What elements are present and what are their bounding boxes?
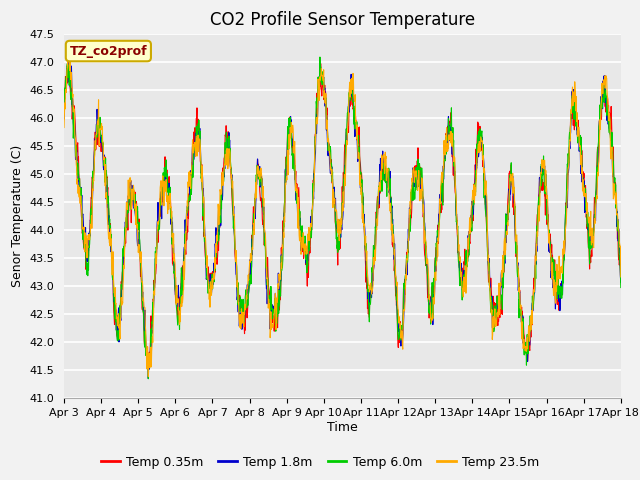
- Temp 6.0m: [319, 69, 326, 75]
- Text: TZ_co2prof: TZ_co2prof: [70, 45, 147, 58]
- Temp 1.8m: [617, 279, 625, 285]
- Temp 0.35m: [297, 228, 305, 234]
- Y-axis label: Senor Temperature (C): Senor Temperature (C): [11, 145, 24, 287]
- Temp 23.5m: [308, 204, 316, 210]
- Temp 6.0m: [126, 186, 134, 192]
- Temp 23.5m: [297, 252, 305, 257]
- Temp 0.35m: [103, 174, 111, 180]
- Temp 6.0m: [60, 100, 68, 106]
- Line: Temp 6.0m: Temp 6.0m: [64, 57, 621, 379]
- Temp 0.35m: [126, 200, 134, 205]
- Temp 0.35m: [319, 80, 326, 86]
- Temp 1.8m: [104, 204, 111, 210]
- X-axis label: Time: Time: [327, 421, 358, 434]
- Line: Temp 23.5m: Temp 23.5m: [64, 50, 621, 377]
- Temp 1.8m: [126, 181, 134, 187]
- Temp 1.8m: [297, 248, 305, 254]
- Temp 1.8m: [308, 208, 316, 214]
- Temp 0.35m: [60, 106, 68, 112]
- Temp 23.5m: [145, 374, 152, 380]
- Temp 1.8m: [378, 157, 385, 163]
- Temp 1.8m: [319, 74, 326, 80]
- Temp 0.35m: [145, 366, 152, 372]
- Line: Temp 0.35m: Temp 0.35m: [64, 64, 621, 369]
- Temp 0.35m: [617, 279, 625, 285]
- Temp 23.5m: [104, 216, 111, 222]
- Temp 23.5m: [65, 48, 73, 53]
- Temp 0.35m: [317, 61, 324, 67]
- Temp 6.0m: [308, 207, 316, 213]
- Temp 6.0m: [378, 167, 385, 172]
- Title: CO2 Profile Sensor Temperature: CO2 Profile Sensor Temperature: [210, 11, 475, 29]
- Temp 6.0m: [617, 285, 625, 290]
- Temp 23.5m: [60, 125, 68, 131]
- Temp 1.8m: [64, 60, 72, 65]
- Temp 0.35m: [308, 210, 316, 216]
- Temp 23.5m: [319, 74, 326, 80]
- Temp 6.0m: [316, 54, 324, 60]
- Temp 23.5m: [378, 152, 385, 158]
- Temp 1.8m: [145, 376, 152, 382]
- Temp 23.5m: [126, 175, 134, 180]
- Temp 6.0m: [297, 223, 305, 229]
- Temp 23.5m: [617, 274, 625, 280]
- Temp 0.35m: [378, 170, 385, 176]
- Temp 6.0m: [145, 376, 152, 382]
- Temp 1.8m: [60, 116, 68, 121]
- Legend: Temp 0.35m, Temp 1.8m, Temp 6.0m, Temp 23.5m: Temp 0.35m, Temp 1.8m, Temp 6.0m, Temp 2…: [96, 451, 544, 474]
- Temp 6.0m: [103, 180, 111, 186]
- Line: Temp 1.8m: Temp 1.8m: [64, 62, 621, 379]
